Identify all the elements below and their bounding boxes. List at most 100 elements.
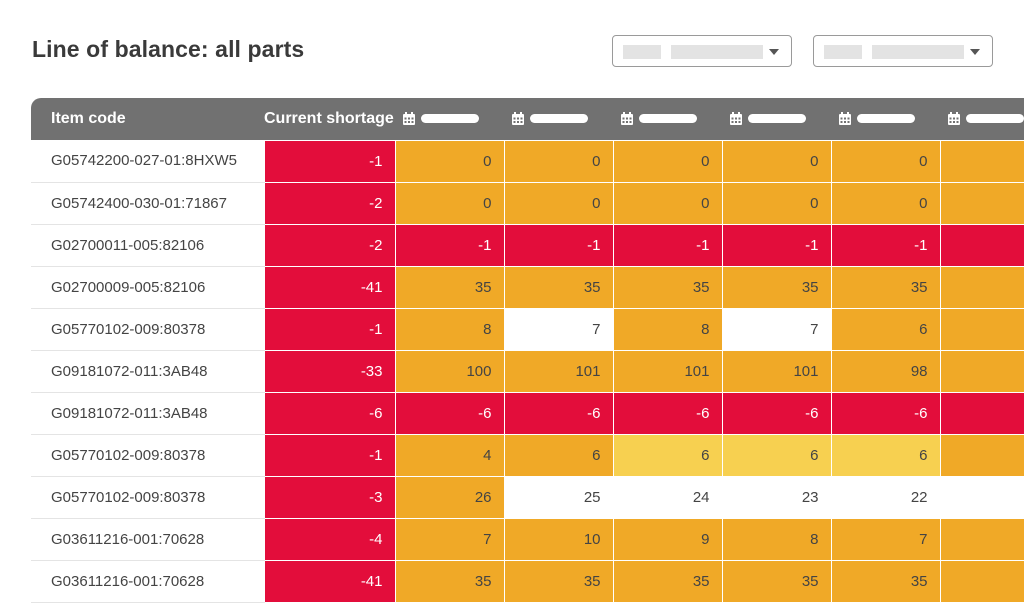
column-header-date[interactable] — [831, 98, 940, 140]
date-placeholder — [421, 114, 479, 124]
balance-cell — [939, 223, 1024, 267]
table-row[interactable]: G03611216-001:70628-47109871 — [31, 517, 1024, 561]
filter-placeholder-short — [824, 45, 862, 59]
balance-cell: 10 — [503, 517, 614, 561]
table-row[interactable]: G03611216-001:70628-4135353535353 — [31, 559, 1024, 603]
balance-cell: -1 — [503, 223, 614, 267]
balance-cell: 101 — [721, 349, 832, 393]
filter-placeholder-long — [872, 45, 964, 59]
table-row[interactable]: G05742400-030-01:71867 -2 0 0 0 0 0 — [31, 181, 1024, 225]
balance-cell: 35 — [612, 265, 723, 309]
item-code-cell: G09181072-011:3AB48 — [31, 392, 264, 435]
balance-cell: 0 — [612, 139, 723, 183]
item-code-cell: G05770102-009:80378 — [31, 434, 264, 477]
calendar-icon — [403, 112, 415, 126]
balance-cell: 4 — [394, 433, 505, 477]
item-code-cell: G09181072-011:3AB48 — [31, 350, 264, 393]
item-code-cell: G02700009-005:82106 — [31, 266, 264, 309]
current-shortage-cell: -1 — [263, 307, 396, 351]
balance-cell: 0 — [830, 139, 941, 183]
column-header-date[interactable] — [940, 98, 1024, 140]
balance-cell: -6 — [503, 391, 614, 435]
calendar-icon — [621, 112, 633, 126]
calendar-icon — [948, 112, 960, 126]
column-header-date[interactable] — [613, 98, 722, 140]
balance-cell — [939, 181, 1024, 225]
current-shortage-cell: -33 — [263, 349, 396, 393]
balance-cell: -1 — [612, 223, 723, 267]
calendar-icon — [730, 112, 742, 126]
balance-cell: 3 — [939, 265, 1024, 309]
table-row[interactable]: G05770102-009:80378 -1 8 7 8 7 6 — [31, 307, 1024, 351]
balance-cell: 101 — [503, 349, 614, 393]
balance-cell: 7 — [503, 307, 614, 351]
balance-cell: 2 — [939, 475, 1024, 519]
column-header-current-shortage[interactable]: Current shortage — [264, 109, 394, 127]
balance-cell: 0 — [503, 139, 614, 183]
table-header-row: Item code Current shortage — [31, 98, 1024, 140]
current-shortage-cell: -1 — [263, 139, 396, 183]
balance-cell: 7 — [830, 517, 941, 561]
column-header-date[interactable] — [395, 98, 504, 140]
table-row[interactable]: G05742200-027-01:8HXW5 -1 0 0 0 0 0 — [31, 139, 1024, 183]
balance-cell: 35 — [394, 559, 505, 603]
group-by-dropdown[interactable] — [813, 35, 993, 67]
column-header-item-code[interactable]: Item code — [51, 110, 126, 127]
column-header-date[interactable] — [504, 98, 613, 140]
date-range-dropdown[interactable] — [612, 35, 792, 67]
balance-cell: 9 — [612, 517, 723, 561]
balance-cell: 8 — [939, 349, 1024, 393]
balance-cell: 35 — [503, 265, 614, 309]
balance-cell: 98 — [830, 349, 941, 393]
table-row[interactable]: G09181072-011:3AB48-33100101101101988 — [31, 349, 1024, 393]
item-code-cell: G02700011-005:82106 — [31, 224, 264, 267]
filter-placeholder-short — [623, 45, 661, 59]
item-code-cell: G05770102-009:80378 — [31, 308, 264, 351]
table-body: G05742200-027-01:8HXW5 -1 0 0 0 0 0 G05742400-0… — [31, 139, 1024, 603]
current-shortage-cell: -2 — [263, 181, 396, 225]
item-code-cell: G05742400-030-01:71867 — [31, 182, 264, 225]
table-row[interactable]: G05770102-009:80378-326252423222 — [31, 475, 1024, 519]
item-code-cell: G05770102-009:80378 — [31, 476, 264, 519]
balance-cell: 3 — [939, 559, 1024, 603]
balance-cell: -6 — [612, 391, 723, 435]
balance-cell: 26 — [394, 475, 505, 519]
balance-cell: 0 — [612, 181, 723, 225]
balance-cell: 0 — [721, 181, 832, 225]
balance-cell: 35 — [721, 265, 832, 309]
current-shortage-cell: -3 — [263, 475, 396, 519]
balance-cell: 35 — [830, 559, 941, 603]
table-row[interactable]: G09181072-011:3AB48-6-6-6-6-6-6- — [31, 391, 1024, 435]
balance-cell: 100 — [394, 349, 505, 393]
balance-cell: - — [939, 391, 1024, 435]
balance-cell: 8 — [394, 307, 505, 351]
line-of-balance-table: Item code Current shortage G05742200-027… — [31, 98, 1024, 605]
balance-cell: 0 — [394, 181, 505, 225]
table-row[interactable]: G02700011-005:82106 -2 -1 -1 -1 -1 -1 — [31, 223, 1024, 267]
current-shortage-cell: -6 — [263, 391, 396, 435]
column-header-date[interactable] — [722, 98, 831, 140]
balance-cell: 6 — [830, 307, 941, 351]
item-code-cell: G03611216-001:70628 — [31, 560, 264, 603]
balance-cell: 6 — [612, 433, 723, 477]
balance-cell — [939, 307, 1024, 351]
item-code-cell: G05742200-027-01:8HXW5 — [31, 140, 264, 183]
balance-cell: 35 — [394, 265, 505, 309]
calendar-icon — [839, 112, 851, 126]
balance-cell — [939, 139, 1024, 183]
chevron-down-icon — [769, 49, 779, 55]
current-shortage-cell: -41 — [263, 265, 396, 309]
table-row[interactable]: G05770102-009:80378-1466663 — [31, 433, 1024, 477]
date-placeholder — [857, 114, 915, 124]
balance-cell: 0 — [503, 181, 614, 225]
balance-cell: 7 — [394, 517, 505, 561]
balance-cell: 8 — [721, 517, 832, 561]
calendar-icon — [512, 112, 524, 126]
balance-cell: 6 — [830, 433, 941, 477]
date-placeholder — [966, 114, 1024, 124]
balance-cell: 0 — [721, 139, 832, 183]
balance-cell: -6 — [394, 391, 505, 435]
balance-cell: -1 — [394, 223, 505, 267]
date-placeholder — [530, 114, 588, 124]
table-row[interactable]: G02700009-005:82106-4135353535353 — [31, 265, 1024, 309]
